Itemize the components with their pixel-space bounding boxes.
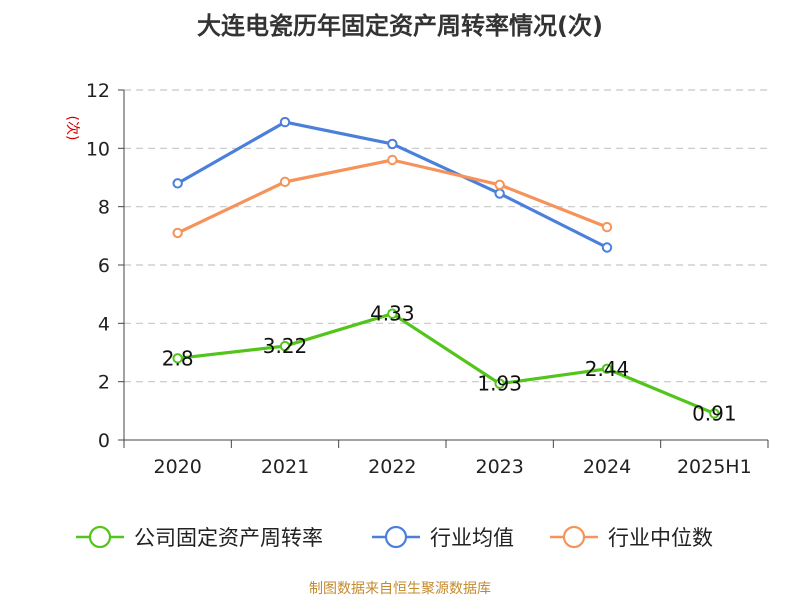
data-label: 2.44 (585, 357, 630, 381)
series-0: 2.8 3.22 4.33 1.93 2.44 0.91 (162, 302, 737, 426)
data-point (601, 363, 613, 375)
legend-item-2: 行业中位数 (550, 525, 713, 550)
data-label: 1.93 (477, 372, 522, 396)
data-point (172, 227, 183, 239)
data-point (279, 340, 291, 352)
data-point (279, 176, 291, 188)
data-label: 4.33 (370, 302, 415, 326)
x-tick-label: 2025H1 (677, 456, 752, 478)
y-tick-label: 12 (86, 80, 110, 102)
chart-title: 大连电瓷历年固定资产周转率情况(次) (197, 12, 603, 40)
x-tick-label: 2020 (153, 456, 201, 478)
y-tick-label: 2 (98, 372, 110, 394)
x-tick-label: 2024 (583, 456, 631, 478)
data-point (172, 178, 183, 189)
series-2 (172, 154, 613, 239)
legend-item-1: 行业均值 (372, 525, 514, 550)
series-line (176, 158, 608, 235)
x-tick-label: 2023 (475, 456, 523, 478)
legend: 公司固定资产周转率 行业均值 行业中位数 (76, 525, 713, 550)
data-point (494, 188, 505, 199)
y-tick-label: 6 (98, 255, 110, 277)
y-tick-label: 0 (98, 430, 110, 452)
data-point (601, 221, 613, 233)
legend-marker (88, 525, 112, 549)
series-layer: 2.8 3.22 4.33 1.93 2.44 0.91 (162, 116, 737, 426)
data-label: 3.22 (263, 334, 308, 358)
y-tick-label: 10 (86, 138, 110, 160)
y-tick-label: 8 (98, 197, 110, 219)
y-tick-label: 4 (98, 313, 110, 335)
legend-marker (562, 525, 586, 549)
data-point (387, 308, 398, 319)
y-axis-label: (次) (64, 116, 80, 141)
data-point (387, 138, 398, 150)
legend-label: 行业中位数 (608, 526, 713, 550)
legend-label: 公司固定资产周转率 (134, 526, 323, 550)
source-note: 制图数据来自恒生聚源数据库 (309, 581, 491, 597)
x-tick-label: 2022 (368, 456, 416, 478)
legend-label: 行业均值 (430, 526, 514, 550)
data-point (279, 116, 291, 128)
axes: 0 2 4 6 8 10 12 2020 2021 2022 2023 2024 2025H1 (86, 80, 769, 478)
data-point (387, 154, 398, 166)
series-line (177, 312, 715, 415)
legend-item-0: 公司固定资产周转率 (76, 525, 323, 550)
data-point (709, 408, 720, 419)
legend-marker (384, 525, 408, 549)
data-label: 0.91 (692, 401, 737, 425)
data-point (172, 353, 183, 364)
series-1 (172, 116, 613, 253)
data-point (494, 378, 505, 389)
data-point (494, 179, 505, 190)
grid-lines (124, 89, 768, 383)
x-tick-label: 2021 (261, 456, 309, 478)
data-label: 2.8 (162, 346, 194, 370)
data-point (601, 242, 613, 253)
